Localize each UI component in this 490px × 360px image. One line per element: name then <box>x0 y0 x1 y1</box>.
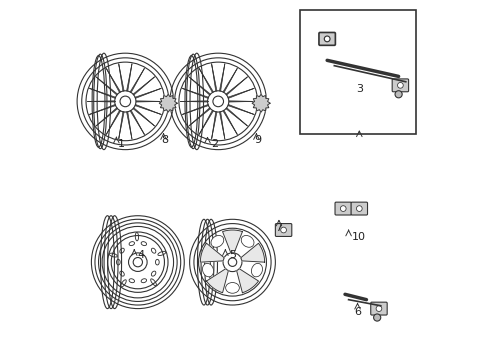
Ellipse shape <box>225 283 239 293</box>
Polygon shape <box>200 243 224 262</box>
Bar <box>300 10 416 134</box>
Circle shape <box>165 100 172 107</box>
Text: 4: 4 <box>138 249 145 260</box>
Text: 9: 9 <box>254 135 261 145</box>
FancyBboxPatch shape <box>371 302 387 315</box>
Circle shape <box>281 227 287 233</box>
FancyBboxPatch shape <box>351 202 368 215</box>
Text: 5: 5 <box>229 249 236 260</box>
Ellipse shape <box>202 264 214 277</box>
FancyBboxPatch shape <box>319 32 335 45</box>
Polygon shape <box>241 243 265 262</box>
Text: 8: 8 <box>161 135 168 145</box>
Polygon shape <box>252 94 270 112</box>
Circle shape <box>356 206 362 211</box>
FancyBboxPatch shape <box>392 79 409 92</box>
Circle shape <box>376 306 382 311</box>
Ellipse shape <box>251 264 263 277</box>
Text: 6: 6 <box>354 307 361 317</box>
Circle shape <box>373 314 381 321</box>
Polygon shape <box>159 94 177 112</box>
Circle shape <box>258 100 265 107</box>
FancyBboxPatch shape <box>275 224 292 237</box>
Ellipse shape <box>241 235 254 247</box>
Polygon shape <box>222 230 243 253</box>
FancyBboxPatch shape <box>335 202 351 215</box>
Circle shape <box>395 91 402 98</box>
Text: 3: 3 <box>356 84 363 94</box>
Polygon shape <box>237 269 259 293</box>
Text: 2: 2 <box>211 139 218 149</box>
Ellipse shape <box>211 235 224 247</box>
Text: 7: 7 <box>275 223 283 233</box>
Text: 10: 10 <box>352 232 367 242</box>
Polygon shape <box>206 269 228 293</box>
Circle shape <box>341 206 346 211</box>
Text: 1: 1 <box>118 139 125 149</box>
Circle shape <box>324 36 330 42</box>
Circle shape <box>397 82 403 88</box>
